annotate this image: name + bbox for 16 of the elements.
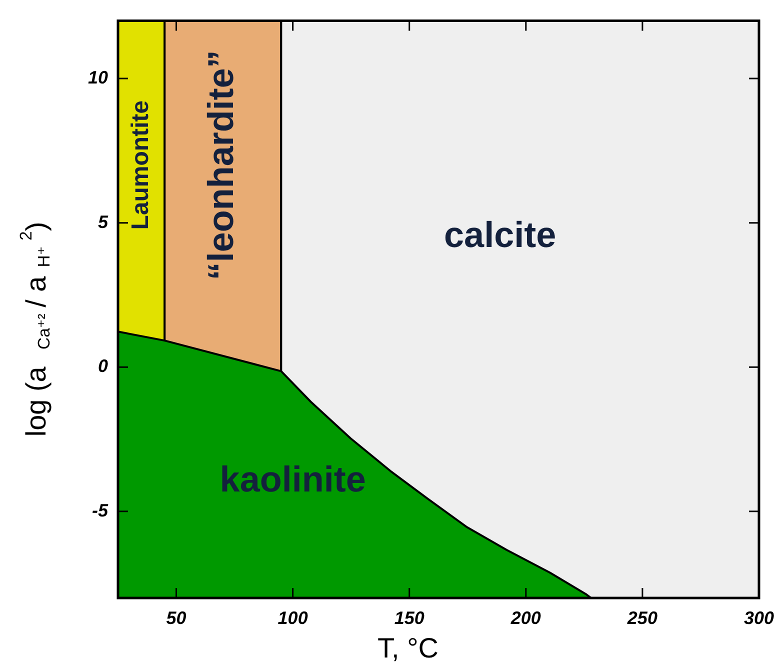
x-tick-label: 300: [744, 608, 774, 628]
y-axis-title: log (aCa⁺² / aH⁺2): [16, 222, 54, 437]
y-tick-label: 0: [98, 356, 108, 376]
x-tick-label: 50: [166, 608, 186, 628]
series-label: kaolinite: [220, 458, 366, 500]
y-tick-label: 5: [98, 212, 109, 232]
band-label: calcite: [444, 214, 556, 256]
y-tick-label: -5: [92, 500, 109, 520]
x-tick-label: 100: [278, 608, 308, 628]
band-label: “leonhardite”: [200, 50, 241, 280]
x-axis-title: T, °C: [378, 632, 438, 664]
y-tick-label: 10: [88, 67, 108, 88]
x-tick-label: 250: [626, 608, 658, 628]
x-tick-label: 200: [510, 608, 541, 628]
band-label: Laumontite: [126, 100, 154, 230]
x-tick-label: 150: [394, 608, 424, 628]
